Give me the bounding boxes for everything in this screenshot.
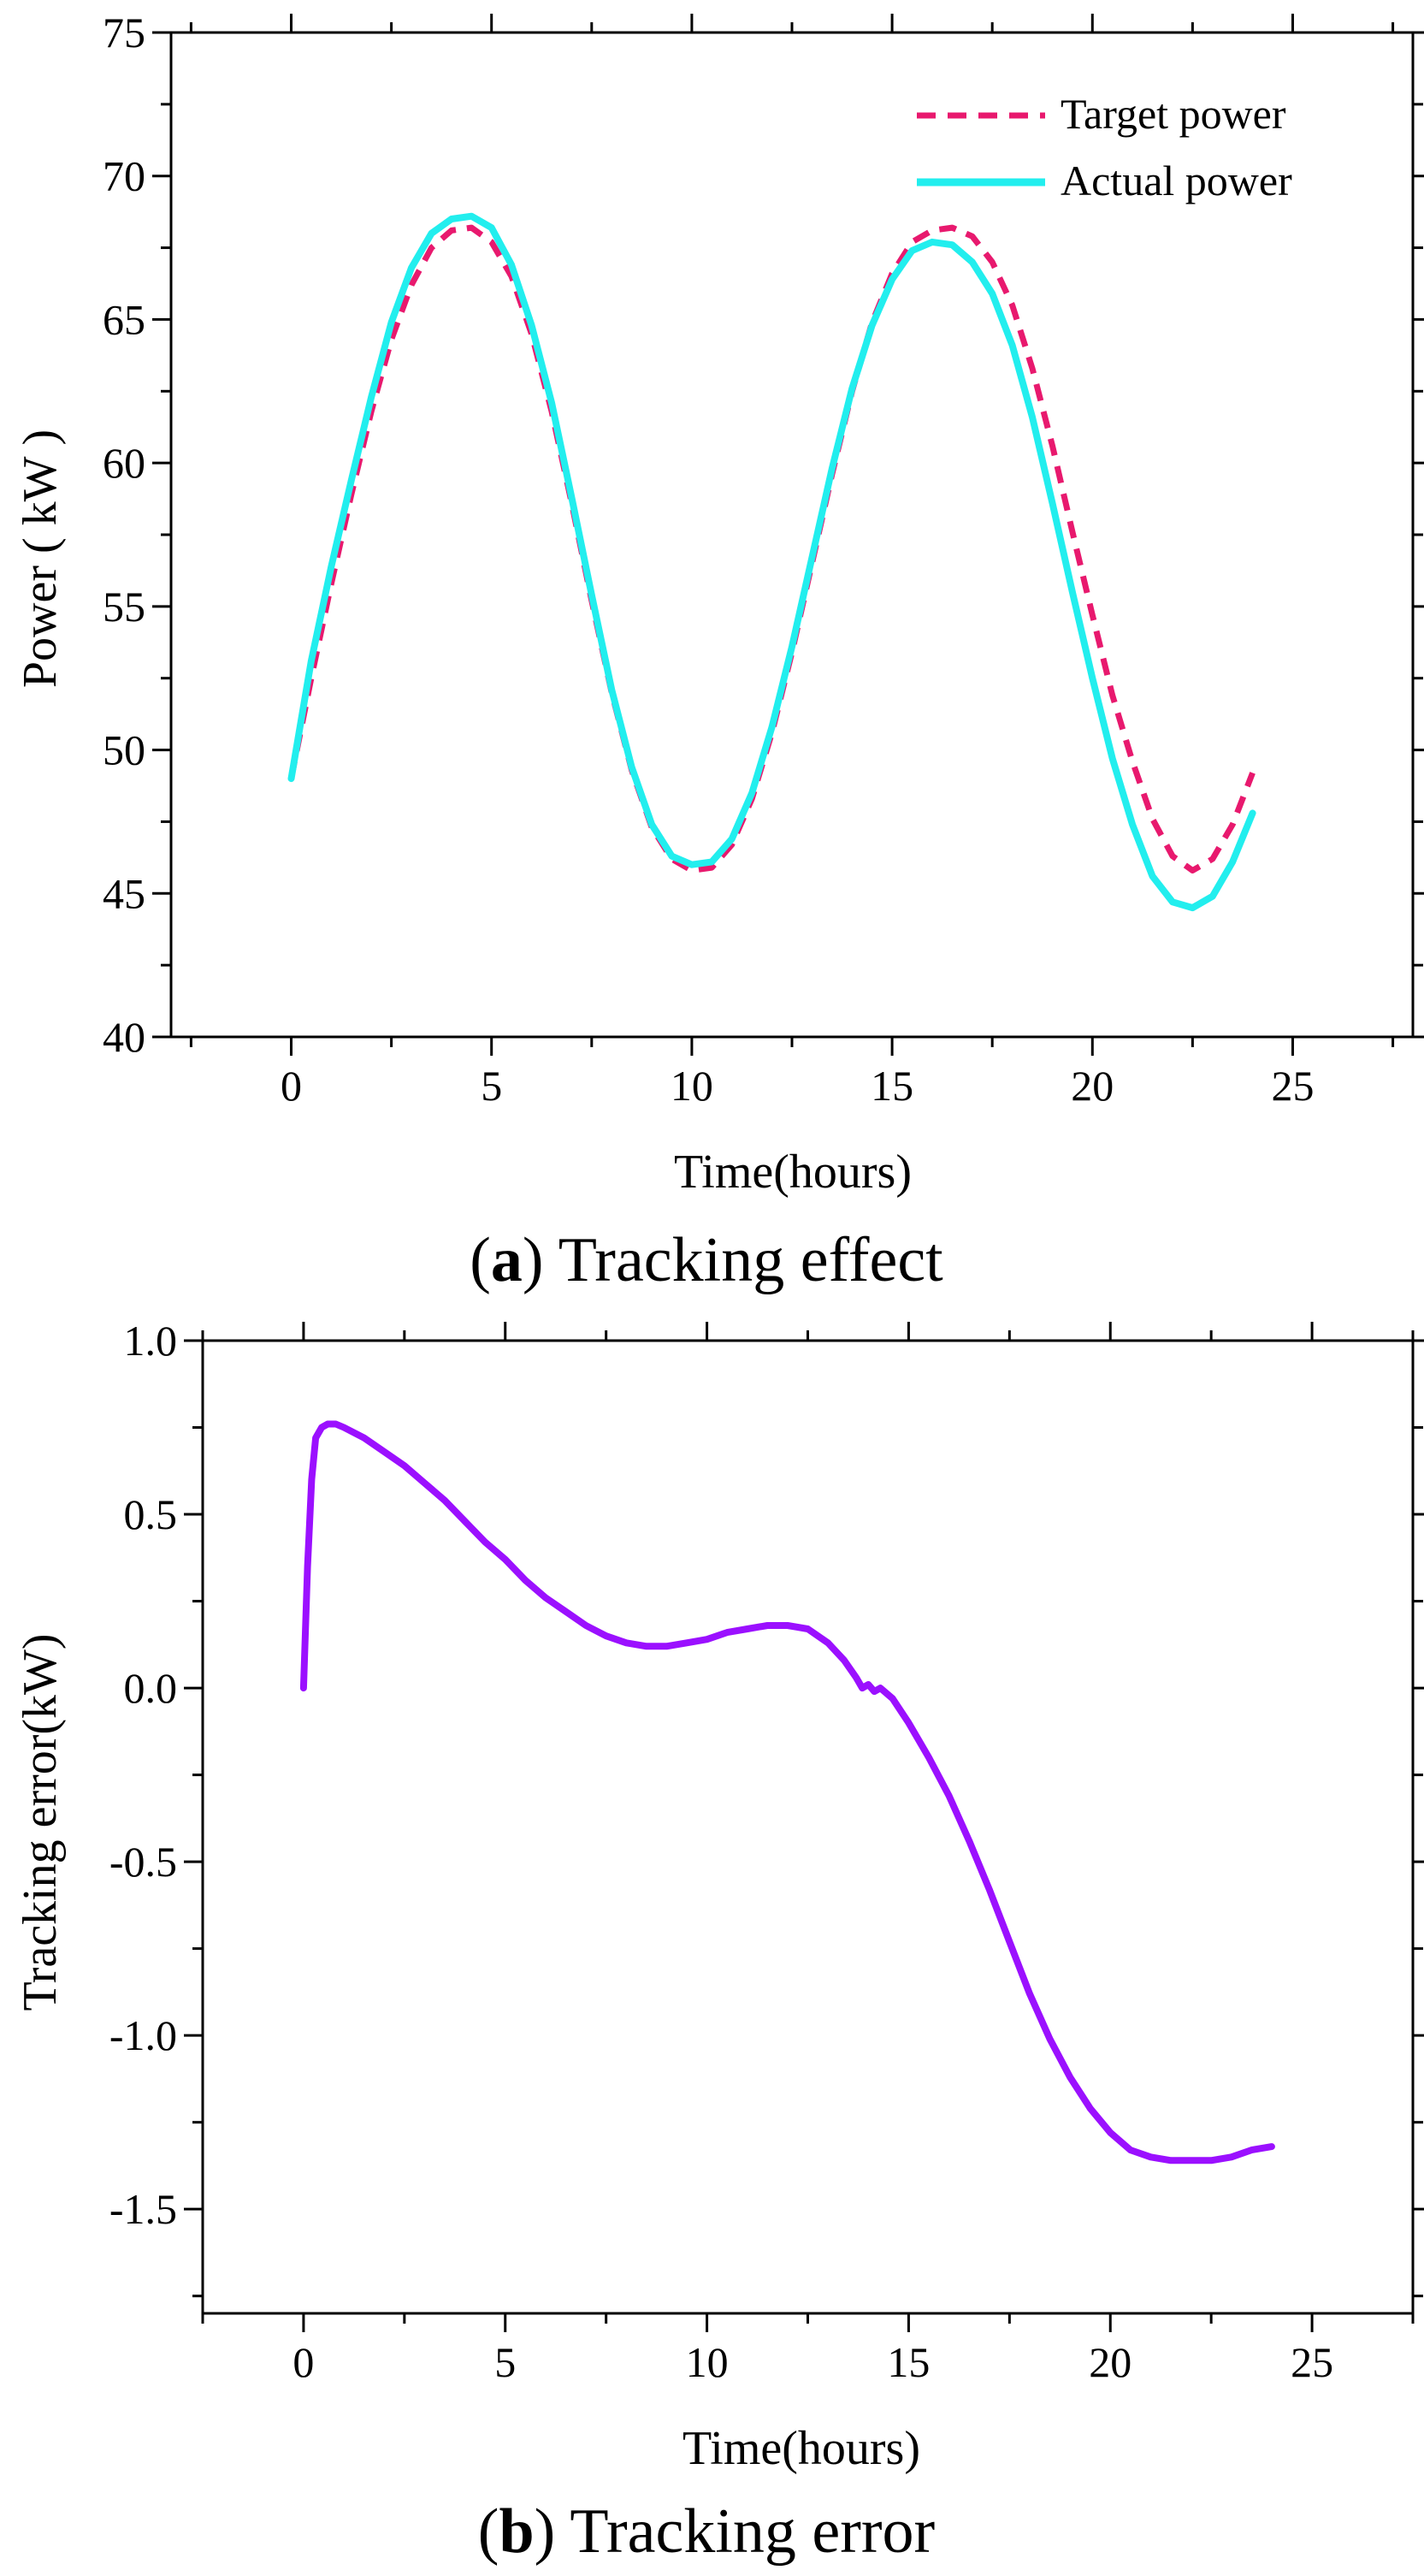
chart-a-x-tick-label: 25	[1271, 1062, 1314, 1110]
chart-b-y-tick-label: 0.5	[124, 1490, 178, 1538]
chart-a-x-tick-label: 5	[481, 1062, 502, 1110]
chart-a-legend: Target power Actual power	[917, 90, 1292, 204]
chart-a-y-tick-label: 40	[103, 1013, 145, 1061]
chart-b-caption-text: Tracking error	[570, 2496, 935, 2567]
chart-b-y-tick-label: 0.0	[124, 1664, 178, 1712]
chart-a-y-tick-label: 75	[103, 9, 145, 56]
chart-a-x-tick-label: 0	[281, 1062, 302, 1110]
chart-a: 0 5 10 15 20 25 40 45 50 55 60 65 70 75 Time(hours) P…	[14, 9, 1424, 1295]
chart-a-y-tick-label: 70	[103, 152, 145, 200]
chart-a-y-tick-label: 65	[103, 295, 145, 343]
chart-a-y-tick-label: 60	[103, 439, 145, 487]
chart-b-ylabel: Tracking error(kW)	[14, 1633, 67, 2010]
chart-a-series-target-power	[288, 224, 1256, 873]
chart-b-x-tick-label: 10	[686, 2338, 729, 2386]
chart-b-y-tick-label: -1.0	[109, 2011, 177, 2059]
chart-a-caption-text: Tracking effect	[558, 1225, 943, 1295]
chart-b-xlabel: Time(hours)	[682, 2422, 920, 2475]
chart-a-series-group	[287, 212, 1256, 912]
legend-label-target-power: Target power	[1061, 90, 1286, 138]
chart-b-ticks: 0 5 10 15 20 25 -1.5 -1.0 -0.5 0.0 0.5 1.0	[109, 1317, 1424, 2386]
chart-a-series-actual-power	[287, 212, 1256, 912]
chart-a-caption: (a) Tracking effect	[470, 1225, 943, 1295]
chart-a-xlabel: Time(hours)	[674, 1146, 912, 1199]
chart-b-series-tracking-error	[299, 1420, 1275, 2164]
chart-b-series-group	[299, 1420, 1275, 2164]
chart-b-y-tick-label: -0.5	[109, 1838, 177, 1886]
chart-b-x-tick-label: 5	[494, 2338, 516, 2386]
chart-a-y-tick-label: 50	[103, 726, 145, 774]
chart-b-x-tick-label: 15	[887, 2338, 930, 2386]
chart-a-ticks: 0 5 10 15 20 25 40 45 50 55 60 65 70 75	[103, 9, 1424, 1110]
chart-b-y-tick-label: -1.5	[109, 2185, 177, 2233]
chart-a-panel-letter: a	[491, 1225, 523, 1295]
legend-label-actual-power: Actual power	[1061, 157, 1292, 204]
chart-b: 0 5 10 15 20 25 -1.5 -1.0 -0.5 0.0 0.5 1.0 Time(hou…	[14, 1317, 1424, 2567]
chart-a-y-tick-label: 45	[103, 869, 145, 917]
chart-a-x-tick-label: 15	[871, 1062, 913, 1110]
chart-b-panel-letter: b	[499, 2496, 534, 2567]
chart-a-y-tick-label: 55	[103, 583, 145, 631]
chart-a-x-tick-label: 20	[1071, 1062, 1114, 1110]
chart-b-x-tick-label: 0	[292, 2338, 314, 2386]
chart-b-x-tick-label: 25	[1291, 2338, 1333, 2386]
chart-b-caption: (b) Tracking error	[478, 2496, 935, 2567]
chart-b-x-tick-label: 20	[1089, 2338, 1132, 2386]
chart-a-x-tick-label: 10	[671, 1062, 713, 1110]
chart-a-ylabel: Power ( kW )	[14, 429, 67, 688]
chart-b-y-tick-label: 1.0	[124, 1317, 178, 1365]
